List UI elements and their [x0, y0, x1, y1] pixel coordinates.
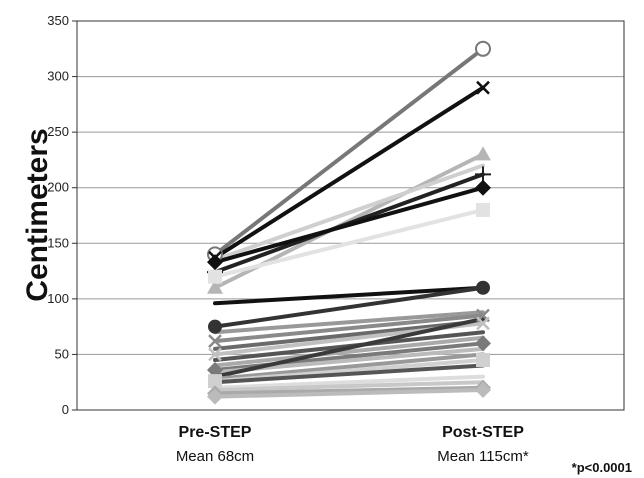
- y-tick-label: 100: [47, 291, 69, 306]
- y-tick-label: 350: [47, 13, 69, 28]
- data-point: [208, 347, 222, 362]
- data-point: [207, 388, 223, 405]
- y-tick-label: 250: [47, 124, 69, 139]
- series-line: [213, 46, 485, 257]
- series-line: [213, 163, 485, 262]
- series-line: [213, 363, 485, 385]
- data-point: [475, 179, 491, 196]
- y-axis-label: Centimeters: [21, 128, 54, 301]
- series-line: [213, 352, 485, 381]
- data-point: [476, 316, 490, 331]
- y-tick-label: 300: [47, 69, 69, 84]
- significance-footnote: *p<0.0001: [572, 460, 632, 475]
- series-line: [213, 335, 485, 368]
- data-point: [476, 80, 490, 95]
- data-point: [476, 352, 490, 367]
- data-point: [208, 374, 222, 389]
- data-point: [475, 146, 491, 161]
- data-point: [476, 280, 490, 295]
- y-axis-ticks: 0 50 100 150 200 250 300 350: [47, 13, 77, 417]
- series-line: [213, 380, 485, 392]
- series-line: [213, 316, 485, 379]
- series-line: [213, 387, 485, 399]
- series-line: [213, 385, 485, 396]
- y-tick-label: 200: [47, 180, 69, 195]
- y-tick-label: 50: [55, 346, 69, 361]
- series-line: [213, 310, 485, 335]
- series-line: [213, 374, 485, 390]
- series-line: [213, 285, 485, 329]
- category-note-pre: Mean 68cm: [176, 448, 254, 465]
- y-tick-label: 0: [62, 402, 69, 417]
- data-point: [475, 40, 491, 57]
- gridlines: [77, 76, 624, 355]
- data-point: [475, 166, 491, 183]
- category-note-post: Mean 115cm*: [437, 448, 529, 465]
- category-label-post: Post-STEP: [442, 424, 524, 441]
- markers-group: [207, 40, 491, 405]
- series-line: [213, 185, 485, 265]
- data-point: [208, 334, 222, 348]
- y-tick-label: 150: [47, 235, 69, 250]
- series-line: [213, 313, 485, 344]
- data-point: [207, 361, 223, 378]
- series-line: [213, 285, 485, 306]
- category-label-pre: Pre-STEP: [179, 424, 252, 441]
- data-point: [475, 381, 491, 398]
- series-line: [213, 319, 485, 351]
- series-line: [213, 207, 485, 279]
- data-point: [208, 269, 222, 284]
- plot-frame: [76, 20, 625, 411]
- data-point: [207, 279, 223, 294]
- data-point: [208, 319, 222, 334]
- data-point: [207, 254, 223, 271]
- data-point: [475, 335, 491, 352]
- series-line: [213, 85, 485, 260]
- data-point: [476, 202, 490, 217]
- series-group: [213, 46, 485, 399]
